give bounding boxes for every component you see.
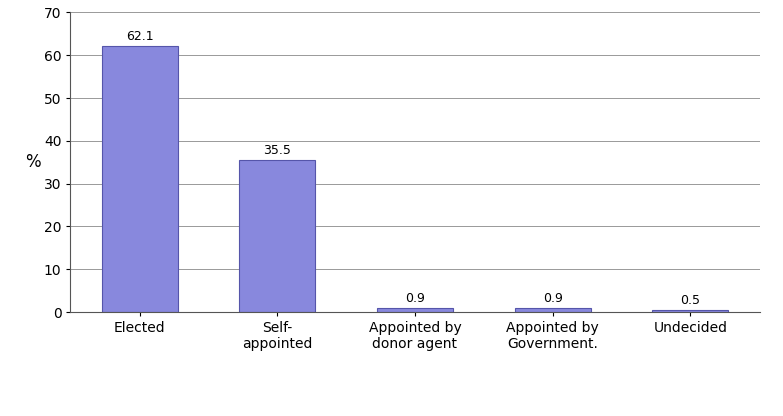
Bar xyxy=(652,310,728,312)
Bar xyxy=(102,46,178,312)
Bar xyxy=(377,308,453,312)
Text: 35.5: 35.5 xyxy=(263,144,291,157)
Bar xyxy=(514,308,590,312)
Y-axis label: %: % xyxy=(25,153,41,171)
Text: 0.5: 0.5 xyxy=(680,294,700,307)
Text: 0.9: 0.9 xyxy=(405,292,425,305)
Text: 0.9: 0.9 xyxy=(543,292,563,305)
Text: 62.1: 62.1 xyxy=(126,30,153,43)
Bar xyxy=(240,160,316,312)
